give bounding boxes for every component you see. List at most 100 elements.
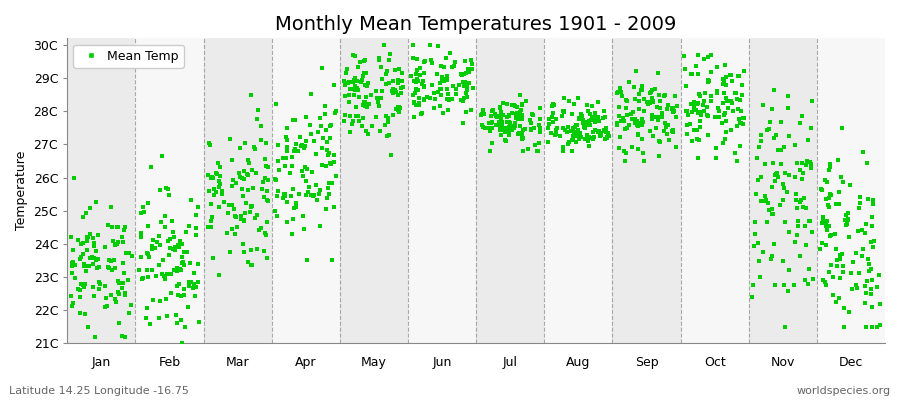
Point [796,170,810,176]
Point [492,120,507,126]
Point [754,174,769,180]
Point [684,101,698,107]
Point [575,116,590,123]
Point [254,123,268,129]
Point [850,228,865,234]
Point [829,201,843,207]
Point [407,100,421,106]
Point [701,77,716,84]
Point [357,70,372,76]
Point [517,148,531,154]
Point [319,206,333,213]
Point [104,224,119,230]
Point [167,234,182,240]
Point [409,102,423,108]
Point [347,87,362,94]
Point [370,94,384,101]
Point [821,201,835,208]
Point [620,112,634,118]
Point [406,55,420,61]
Point [65,303,79,309]
Point [666,109,680,115]
Point [719,82,733,88]
Point [440,96,454,102]
Point [581,135,596,141]
Point [328,110,343,116]
Point [712,108,726,114]
Point [368,114,382,120]
Point [354,79,368,86]
Point [278,163,293,170]
Point [618,150,633,156]
Point [189,284,203,290]
Point [864,286,878,292]
Point [260,219,274,225]
Point [386,89,400,96]
Point [760,218,774,225]
Point [801,218,815,224]
Point [796,204,810,210]
Point [83,255,97,262]
Point [79,238,94,244]
Point [299,138,313,144]
Bar [135,38,203,343]
Point [440,74,454,80]
Point [260,188,274,194]
Point [314,123,328,129]
Point [622,122,636,128]
Point [691,70,706,77]
Point [203,175,218,182]
Point [771,147,786,154]
Point [701,132,716,138]
Point [412,100,427,106]
Point [482,125,496,132]
Point [835,251,850,257]
Point [684,109,698,115]
Point [670,103,684,110]
Point [516,127,530,134]
Point [794,197,808,203]
Point [476,106,491,113]
Point [512,110,526,116]
Point [709,88,724,94]
Point [560,129,574,135]
Point [493,113,508,120]
Point [422,42,436,48]
Point [598,125,613,132]
Point [478,125,492,132]
Point [776,196,790,203]
Point [63,293,77,299]
Point [768,171,782,178]
Point [212,178,226,184]
Point [107,256,122,263]
Point [820,178,834,185]
Point [567,100,581,107]
Point [115,234,130,240]
Point [510,116,525,122]
Point [652,98,667,104]
Point [750,154,764,161]
Point [580,134,594,140]
Point [228,213,242,219]
Point [358,103,373,110]
Bar [680,38,749,343]
Point [202,188,217,194]
Point [505,110,519,116]
Point [556,108,571,114]
Point [546,101,561,107]
Point [851,204,866,211]
Point [648,114,662,120]
Point [298,164,312,170]
Point [297,226,311,232]
Point [372,103,386,110]
Point [829,246,843,252]
Point [136,204,150,210]
Point [415,110,429,116]
Bar [476,38,544,343]
Point [544,114,559,120]
Point [212,204,226,211]
Point [248,146,263,152]
Point [182,283,196,289]
Point [599,129,614,135]
Point [237,176,251,182]
